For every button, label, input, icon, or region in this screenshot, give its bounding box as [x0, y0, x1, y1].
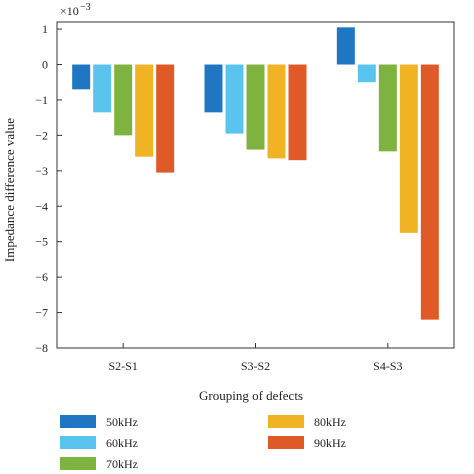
x-axis-title: Grouping of defects — [199, 388, 303, 403]
legend-swatch-90kHz — [268, 436, 304, 449]
y-tick-label: −8 — [35, 341, 48, 355]
bar-90kHz-S4-S3 — [420, 64, 439, 320]
bar-60kHz-S2-S1 — [93, 64, 112, 113]
x-tick-label: S3-S2 — [241, 359, 270, 373]
bar-60kHz-S4-S3 — [357, 64, 376, 83]
bar-50kHz-S3-S2 — [204, 64, 223, 113]
y-tick-label: −2 — [35, 128, 48, 142]
legend-label-70kHz: 70kHz — [106, 457, 138, 471]
bar-50kHz-S2-S1 — [72, 64, 91, 90]
y-scale-multiplier: ×10 −3 — [60, 2, 91, 18]
x-tick-label: S4-S3 — [373, 359, 402, 373]
bar-80kHz-S3-S2 — [267, 64, 286, 159]
legend-label-90kHz: 90kHz — [314, 436, 346, 450]
bar-70kHz-S4-S3 — [378, 64, 397, 152]
bar-70kHz-S3-S2 — [246, 64, 265, 150]
legend-label-50kHz: 50kHz — [106, 415, 138, 429]
legend-swatch-50kHz — [60, 415, 96, 428]
y-tick-label: 1 — [42, 22, 48, 36]
y-tick-label: −5 — [35, 235, 48, 249]
y-tick-label: −6 — [35, 270, 48, 284]
y-tick-label: −4 — [35, 199, 48, 213]
bar-80kHz-S2-S1 — [135, 64, 154, 157]
legend: 50kHz 60kHz 70kHz 80kHz 90kHz — [60, 415, 346, 471]
bar-50kHz-S4-S3 — [336, 27, 355, 65]
y-scale-exponent: −3 — [80, 2, 91, 13]
y-tick-label: 0 — [42, 58, 48, 72]
bar-90kHz-S2-S1 — [156, 64, 175, 173]
legend-swatch-70kHz — [60, 457, 96, 470]
bar-90kHz-S3-S2 — [288, 64, 307, 161]
y-tick-label: −1 — [35, 93, 48, 107]
bar-70kHz-S2-S1 — [114, 64, 133, 136]
y-axis-title: Impedance difference value — [2, 118, 17, 262]
legend-swatch-60kHz — [60, 436, 96, 449]
bar-80kHz-S4-S3 — [399, 64, 418, 233]
y-tick-label: −3 — [35, 164, 48, 178]
legend-label-80kHz: 80kHz — [314, 415, 346, 429]
legend-label-60kHz: 60kHz — [106, 436, 138, 450]
x-tick-label: S2-S1 — [108, 359, 137, 373]
y-scale-base: ×10 — [60, 4, 79, 18]
bar-60kHz-S3-S2 — [225, 64, 244, 134]
legend-swatch-80kHz — [268, 415, 304, 428]
y-tick-label: −7 — [35, 306, 48, 320]
plot-area: 1 0 −1 −2 −3 −4 −5 −6 −7 −8 S2-S1 S3-S2 S4-S3 — [35, 21, 455, 373]
